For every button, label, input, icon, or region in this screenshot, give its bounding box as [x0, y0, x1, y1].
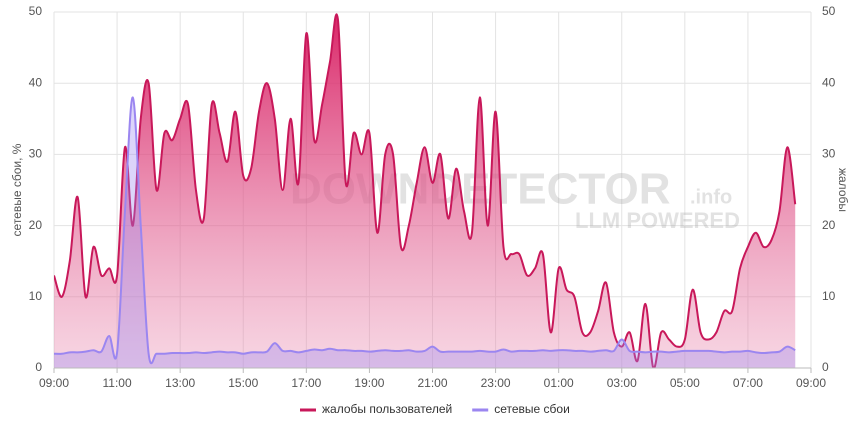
watermark-text: LLM POWERED [575, 208, 740, 233]
series-area [54, 97, 796, 368]
y-tick-label: 20 [29, 218, 43, 232]
x-tick-label: 19:00 [354, 376, 384, 390]
series-area [54, 14, 796, 368]
y-tick-label: 0 [35, 360, 42, 374]
y-tick-label: 50 [29, 4, 43, 18]
x-tick-label: 17:00 [291, 376, 321, 390]
y2-tick-label: 10 [822, 289, 836, 303]
legend: жалобы пользователей сетевые сбои [300, 402, 570, 416]
x-tick-label: 09:00 [39, 376, 69, 390]
y2-tick-label: 30 [822, 147, 836, 161]
y-tick-label: 40 [29, 75, 43, 89]
legend-label: жалобы пользователей [322, 402, 452, 416]
series-line [54, 96, 796, 365]
y-tick-label: 10 [29, 289, 43, 303]
y2-tick-label: 40 [822, 75, 836, 89]
x-tick-label: 11:00 [103, 376, 132, 390]
y2-tick-label: 50 [822, 4, 836, 18]
x-tick-label: 23:00 [481, 376, 511, 390]
watermark-text: .info [690, 186, 732, 208]
y2-tick-label: 20 [822, 218, 836, 232]
x-tick-label: 21:00 [417, 376, 447, 390]
x-tick-label: 07:00 [733, 376, 763, 390]
x-tick-label: 05:00 [670, 376, 700, 390]
x-tick-label: 01:00 [544, 376, 574, 390]
y-axis-label: сетевые сбои, % [10, 143, 24, 236]
series-line [54, 13, 797, 368]
x-tick-label: 03:00 [607, 376, 637, 390]
y2-tick-label: 0 [822, 360, 829, 374]
y-tick-label: 30 [29, 147, 43, 161]
y2-axis-label: жалобы [836, 168, 850, 212]
x-tick-label: 13:00 [165, 376, 195, 390]
plot [54, 13, 797, 368]
axes: 0 10 20 30 40 50 0 10 20 30 40 50 09:00 11:00 13:00 15:… [29, 4, 836, 390]
legend-label: сетевые сбои [494, 402, 570, 416]
x-tick-label: 09:00 [796, 376, 826, 390]
x-tick-label: 15:00 [228, 376, 258, 390]
